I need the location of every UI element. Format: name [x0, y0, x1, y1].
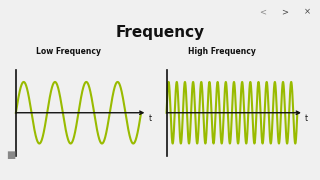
Text: >: >: [281, 7, 288, 16]
Text: High Frequency: High Frequency: [188, 47, 255, 56]
Text: Low Frequency: Low Frequency: [36, 47, 101, 56]
Text: t: t: [148, 114, 151, 123]
Text: <: <: [259, 7, 266, 16]
Text: t: t: [305, 114, 308, 123]
Text: Frequency: Frequency: [116, 25, 204, 40]
Text: ■: ■: [7, 150, 16, 160]
Text: ×: ×: [304, 7, 311, 16]
